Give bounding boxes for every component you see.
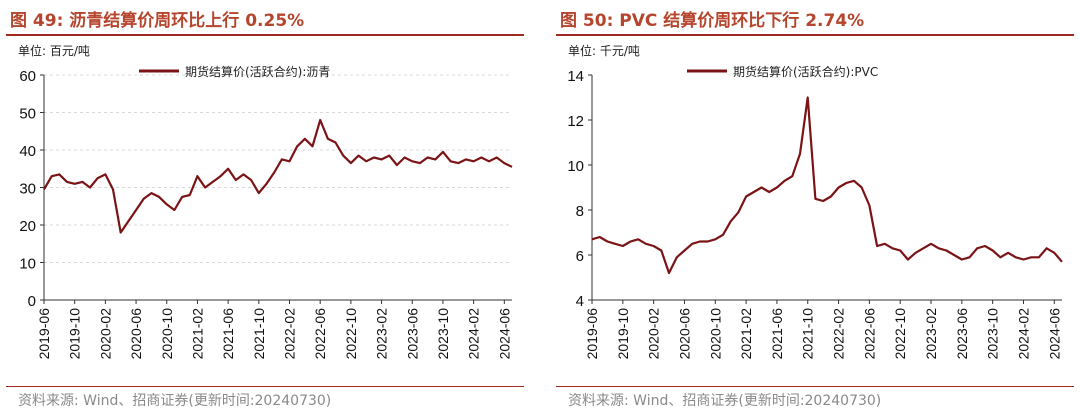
x-tick-label: 2023-02 xyxy=(374,308,390,360)
unit-label: 单位: 百元/吨 xyxy=(18,44,90,58)
x-tick-label: 2022-10 xyxy=(343,308,359,360)
x-tick-label: 2023-06 xyxy=(954,308,970,360)
x-tick-label: 2022-06 xyxy=(312,308,328,360)
figure-title: 图 50: PVC 结算价周环比下行 2.74% xyxy=(560,11,865,31)
x-tick-label: 2023-06 xyxy=(404,308,420,360)
title-rule xyxy=(6,34,524,36)
x-tick-label: 2021-06 xyxy=(220,308,236,360)
title-rule xyxy=(556,34,1074,36)
x-tick-label: 2020-02 xyxy=(97,308,113,360)
x-tick-label: 2019-10 xyxy=(615,308,631,360)
x-tick-label: 2023-10 xyxy=(985,308,1001,360)
x-tick-label: 2020-10 xyxy=(159,308,175,360)
x-tick-label: 2023-10 xyxy=(435,308,451,360)
panel-asphalt: 图 49: 沥青结算价周环比上行 0.25% 单位: 百元/吨 0 10 20 30 4… xyxy=(0,0,530,413)
y-tick-label: 20 xyxy=(19,218,36,235)
x-tick-label: 2021-06 xyxy=(769,308,785,360)
x-tick-label: 2019-10 xyxy=(67,308,83,360)
x-tick-label: 2024-02 xyxy=(466,308,482,360)
x-tick-label: 2024-06 xyxy=(1046,308,1062,360)
figure-title: 图 49: 沥青结算价周环比上行 0.25% xyxy=(10,11,305,31)
x-tick-label: 2019-06 xyxy=(36,308,52,360)
footer-rule xyxy=(556,386,1074,387)
y-tick-label: 10 xyxy=(567,158,584,175)
x-tick-label: 2022-02 xyxy=(282,308,298,360)
legend-label: 期货结算价(活跃合约):PVC xyxy=(733,64,878,79)
x-tick-label: 2020-10 xyxy=(707,308,723,360)
y-tick-label: 4 xyxy=(576,293,584,310)
y-tick-label: 6 xyxy=(576,248,584,265)
x-tick-label: 2022-10 xyxy=(892,308,908,360)
y-tick-label: 10 xyxy=(19,256,36,273)
series-line xyxy=(43,118,513,234)
y-tick-label: 30 xyxy=(19,181,36,198)
panel-pvc: 图 50: PVC 结算价周环比下行 2.74% 单位: 千元/吨 4 6 8 10 1… xyxy=(550,0,1080,413)
y-tick-label: 8 xyxy=(576,203,584,220)
source-note: 资料来源: Wind、招商证券(更新时间:20240730) xyxy=(18,393,332,409)
unit-label: 单位: 千元/吨 xyxy=(568,44,640,58)
source-note: 资料来源: Wind、招商证券(更新时间:20240730) xyxy=(568,393,882,409)
series-line xyxy=(591,96,1063,275)
x-tick-label: 2021-02 xyxy=(189,308,205,360)
pvc-chart: 4 6 8 10 12 14 2019-06 2019-10 2020-02 2020-06 202… xyxy=(567,64,1063,360)
y-tick-label: 40 xyxy=(19,143,36,160)
asphalt-chart: 0 10 20 30 40 50 60 2019-06 2019-10 2020-02 2020-0… xyxy=(19,64,513,360)
y-tick-label: 0 xyxy=(28,293,36,310)
x-tick-label: 2021-02 xyxy=(738,308,754,360)
x-tick-label: 2024-06 xyxy=(496,308,512,360)
footer-rule xyxy=(6,386,524,387)
x-tick-label: 2022-02 xyxy=(831,308,847,360)
x-tick-label: 2023-02 xyxy=(923,308,939,360)
y-tick-label: 12 xyxy=(567,113,584,130)
legend-label: 期货结算价(活跃合约):沥青 xyxy=(185,64,330,79)
x-tick-label: 2020-02 xyxy=(646,308,662,360)
x-tick-label: 2020-06 xyxy=(128,308,144,360)
x-tick-label: 2019-06 xyxy=(584,308,600,360)
x-tick-label: 2024-02 xyxy=(1015,308,1031,360)
y-tick-label: 14 xyxy=(567,68,584,85)
x-tick-label: 2021-10 xyxy=(800,308,816,360)
x-tick-label: 2021-10 xyxy=(251,308,267,360)
y-tick-label: 50 xyxy=(19,106,36,123)
y-tick-label: 60 xyxy=(19,68,36,85)
x-tick-label: 2022-06 xyxy=(861,308,877,360)
x-tick-label: 2020-06 xyxy=(676,308,692,360)
